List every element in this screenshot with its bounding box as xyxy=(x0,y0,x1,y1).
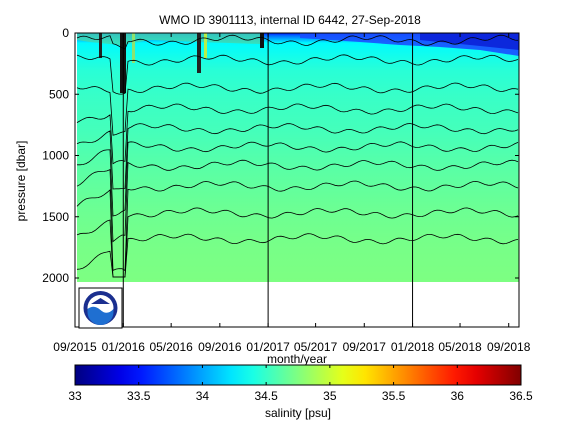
contour-line xyxy=(76,207,519,278)
colorbar-tick-label: 35 xyxy=(323,389,337,403)
colorbar-tick-label: 33.5 xyxy=(127,389,151,403)
x-tick-label: 01/2018 xyxy=(391,340,435,354)
chart-title: WMO ID 3901113, internal ID 6442, 27-Sep… xyxy=(159,13,421,27)
y-tick-label: 0 xyxy=(62,26,69,40)
mixing-column xyxy=(260,33,264,48)
colorbar-label: salinity [psu] xyxy=(265,406,331,420)
y-tick-label: 1000 xyxy=(42,149,69,163)
colorbar-tick-label: 36 xyxy=(451,389,465,403)
plot-area xyxy=(74,32,520,329)
y-tick-label: 2000 xyxy=(42,271,69,285)
logo-bird xyxy=(91,298,110,304)
contour-line xyxy=(76,123,519,190)
mixing-column xyxy=(204,33,207,58)
plot-frame xyxy=(74,32,520,328)
contour-line xyxy=(76,54,519,95)
y-tick-label: 500 xyxy=(49,87,69,101)
mixing-column xyxy=(197,33,201,73)
colorbar-tick-label: 36.5 xyxy=(509,389,533,403)
x-tick-label: 01/2016 xyxy=(102,340,146,354)
x-tick-label: 09/2016 xyxy=(198,340,242,354)
vertical-markers xyxy=(122,33,414,327)
contour-line xyxy=(76,233,519,278)
mixing-column xyxy=(132,33,135,63)
y-axis-label: pressure [dbar] xyxy=(14,141,28,222)
contour-lines xyxy=(76,34,519,278)
contour-line xyxy=(76,82,519,136)
colorbar: 33 33.5 34 34.5 35 35.5 36 36.5 salinity [psu] xyxy=(68,364,533,420)
x-axis: 09/2015 01/2016 05/2016 09/2016 01/2017 05/20… xyxy=(53,33,531,354)
y-tick-label: 1500 xyxy=(42,210,69,224)
noaa-logo xyxy=(78,287,123,329)
x-tick-label: 09/2015 xyxy=(53,340,97,354)
contour-line xyxy=(76,159,519,243)
x-tick-label: 05/2016 xyxy=(149,340,193,354)
contour-line xyxy=(76,180,519,272)
y-axis: 0 500 1000 1500 2000 xyxy=(42,26,519,285)
contour-line xyxy=(76,34,519,50)
x-tick-label: 05/2017 xyxy=(294,340,338,354)
x-tick-label: 01/2017 xyxy=(246,340,290,354)
colorbar-ticks: 33 33.5 34 34.5 35 35.5 36 36.5 xyxy=(68,365,533,403)
contour-line xyxy=(76,103,519,165)
colorbar-tick-label: 34.5 xyxy=(254,389,278,403)
colorbar-tick-label: 33 xyxy=(68,389,82,403)
colorbar-tick-label: 35.5 xyxy=(382,389,406,403)
salinity-field xyxy=(77,33,519,282)
x-axis-label: month/year xyxy=(267,352,327,366)
x-tick-label: 09/2017 xyxy=(343,340,387,354)
mixing-column xyxy=(99,33,102,58)
colorbar-gradient xyxy=(74,364,522,386)
x-tick-label: 09/2018 xyxy=(487,340,531,354)
logo-wave xyxy=(87,306,114,325)
x-tick-label: 05/2018 xyxy=(438,340,482,354)
contour-line xyxy=(77,141,519,217)
colorbar-tick-label: 34 xyxy=(196,389,210,403)
